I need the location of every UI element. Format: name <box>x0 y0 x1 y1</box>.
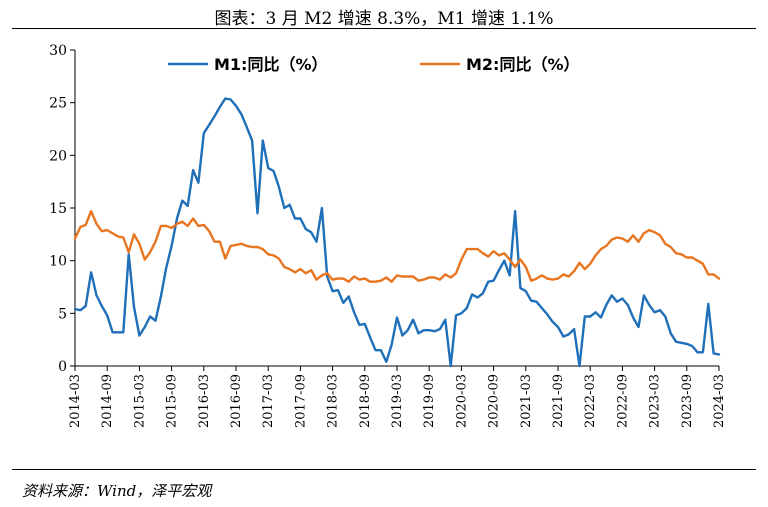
x-tick-label: 2016-03 <box>197 374 212 428</box>
y-tick-label: 15 <box>49 201 67 217</box>
y-tick-label: 10 <box>49 254 67 270</box>
x-tick-label: 2015-09 <box>165 374 180 428</box>
x-tick-label: 2018-09 <box>358 374 373 428</box>
x-tick-label: 2023-03 <box>648 374 663 428</box>
y-tick-label: 20 <box>49 148 67 164</box>
chart-legend: M1:同比（%） M2:同比（%） <box>168 55 580 74</box>
x-tick-label: 2020-03 <box>454 374 469 428</box>
y-tick-label: 25 <box>49 96 67 112</box>
x-tick-label: 2019-09 <box>422 374 437 428</box>
x-tick-label: 2021-09 <box>551 374 566 428</box>
series-line-m1 <box>73 97 721 368</box>
x-tick-label: 2019-03 <box>390 374 405 428</box>
x-tick-label: 2023-09 <box>680 374 695 428</box>
top-rule <box>12 28 756 29</box>
x-tick-label: 2014-03 <box>68 374 83 428</box>
legend-label-m1: M1:同比（%） <box>214 55 328 74</box>
x-tick-label: 2020-09 <box>487 374 502 428</box>
x-tick-label: 2024-03 <box>712 374 727 428</box>
x-tick-label: 2014-09 <box>100 374 115 428</box>
x-tick-label: 2015-03 <box>132 374 147 428</box>
x-tick-label: 2021-03 <box>519 374 534 428</box>
y-tick-label: 5 <box>58 306 67 322</box>
chart-title: 图表：3 月 M2 增速 8.3%，M1 增速 1.1% <box>214 9 554 29</box>
x-tick-label: 2018-03 <box>326 374 341 428</box>
x-tick-label: 2017-03 <box>261 374 276 428</box>
y-tick-label: 0 <box>58 359 67 375</box>
legend-label-m2: M2:同比（%） <box>466 55 580 74</box>
chart-axes: 0 5 10 15 20 25 30 2014-03 2014-09 2015-03 2015-09… <box>49 43 727 428</box>
x-tick-label: 2016-09 <box>229 374 244 428</box>
x-tick-label: 2022-09 <box>615 374 630 428</box>
y-tick-label: 30 <box>49 43 67 59</box>
x-tick-label: 2017-09 <box>293 374 308 428</box>
series-line-m2 <box>73 209 721 283</box>
chart-series <box>73 97 721 368</box>
source-note: 资料来源：Wind，泽平宏观 <box>22 482 212 500</box>
bottom-rule <box>12 469 756 470</box>
x-tick-label: 2022-03 <box>583 374 598 428</box>
